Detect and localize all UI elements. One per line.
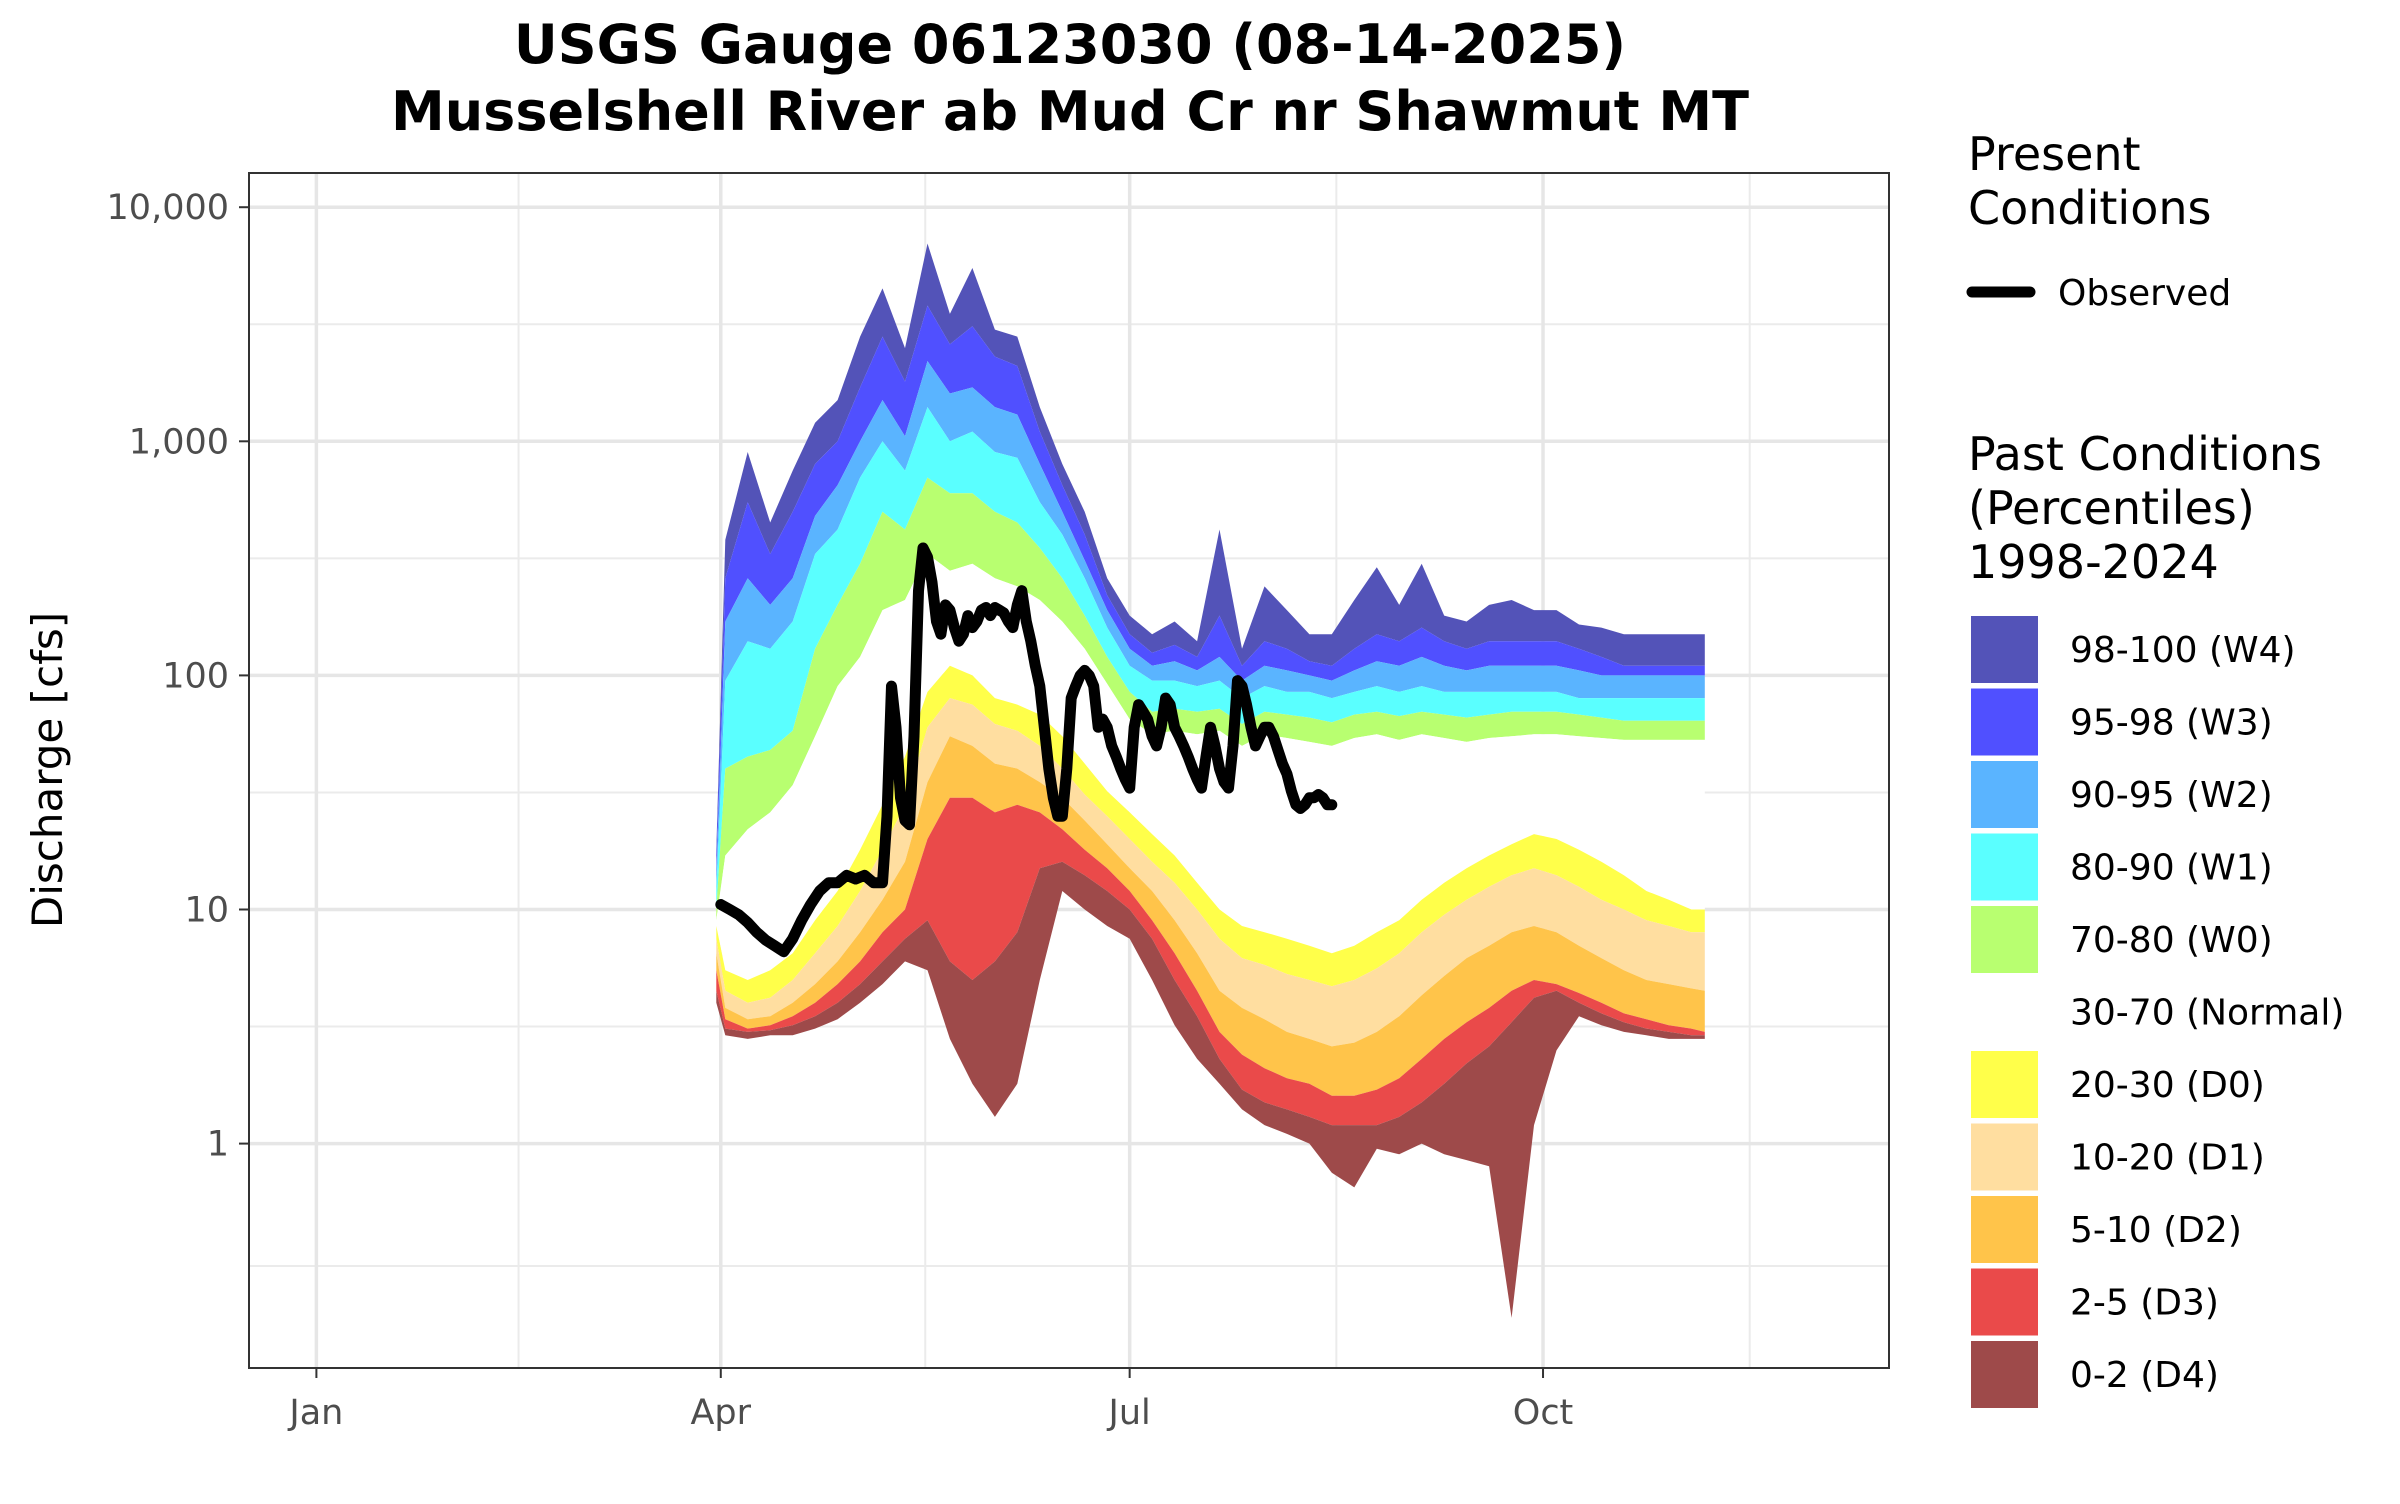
y-axis-label: Discharge [cfs] <box>23 612 72 928</box>
legend-swatch <box>1971 833 2038 901</box>
legend-swatch <box>1971 1051 2038 1118</box>
legend-item-label: 5-10 (D2) <box>2070 1210 2242 1251</box>
legend-band-items: 98-100 (W4) 95-98 (W3) 90-95 (W2) 80-90 (W1… <box>1971 616 2344 1408</box>
legend-item-label: 98-100 (W4) <box>2070 630 2296 671</box>
legend-swatch <box>1971 616 2038 683</box>
legend-swatch <box>1971 978 2038 1046</box>
legend-past-title-line2: (Percentiles) <box>1968 481 2255 535</box>
legend-item-label: 0-2 (D4) <box>2070 1355 2219 1396</box>
legend-swatch <box>1971 906 2038 973</box>
y-tick-label: 1 <box>207 1125 229 1165</box>
band-0-2-d4 <box>716 861 1705 1318</box>
legend-present-title-line1: Present <box>1968 127 2141 181</box>
legend-swatch <box>1971 761 2038 828</box>
y-tick-label: 10,000 <box>107 188 229 228</box>
legend-item-label: 2-5 (D3) <box>2070 1283 2219 1324</box>
legend-swatch <box>1971 1341 2038 1408</box>
chart-title-line1: USGS Gauge 06123030 (08-14-2025) <box>514 13 1626 76</box>
legend-present-title-line2: Conditions <box>1968 181 2211 235</box>
legend-item-label: 95-98 (W3) <box>2070 703 2273 744</box>
legend-item-label: 10-20 (D1) <box>2070 1138 2265 1179</box>
chart-title-line2: Musselshell River ab Mud Cr nr Shawmut M… <box>391 80 1749 143</box>
legend-item-label: 20-30 (D0) <box>2070 1065 2265 1106</box>
legend-item-label: 80-90 (W1) <box>2070 848 2273 889</box>
y-tick-label: 10 <box>184 890 229 930</box>
band-5-10-d2 <box>716 736 1705 1096</box>
legend-observed-label: Observed <box>2058 273 2231 314</box>
y-axis: 1 10 100 1,000 10,000 <box>107 188 249 1165</box>
legend-item-label: 30-70 (Normal) <box>2070 993 2344 1034</box>
legend-swatch <box>1971 1268 2038 1336</box>
legend-swatch <box>1971 1196 2038 1263</box>
x-axis: Jan Apr Jul Oct <box>287 1368 1573 1433</box>
percentile-bands <box>716 243 1705 1318</box>
x-tick-label: Jul <box>1107 1393 1151 1433</box>
legend: Present Conditions Observed Past Conditi… <box>1966 127 2344 1408</box>
observed-series-line <box>715 542 1338 958</box>
plot-border <box>248 172 1890 1369</box>
band-10-20-d1 <box>716 698 1705 1047</box>
y-tick-label: 1,000 <box>129 422 229 462</box>
legend-item-label: 90-95 (W2) <box>2070 775 2273 816</box>
y-tick-label: 100 <box>162 656 229 696</box>
legend-swatch <box>1971 688 2038 756</box>
legend-item-label: 70-80 (W0) <box>2070 920 2273 961</box>
legend-past-title-line3: 1998-2024 <box>1968 535 2219 589</box>
x-tick-label: Apr <box>690 1393 751 1433</box>
band-2-5-d3 <box>716 797 1705 1126</box>
band-30-70-normal <box>716 554 1705 980</box>
x-tick-label: Jan <box>287 1393 343 1433</box>
x-tick-label: Oct <box>1513 1393 1574 1433</box>
legend-past-title-line1: Past Conditions <box>1968 427 2322 481</box>
legend-swatch <box>1971 1123 2038 1191</box>
